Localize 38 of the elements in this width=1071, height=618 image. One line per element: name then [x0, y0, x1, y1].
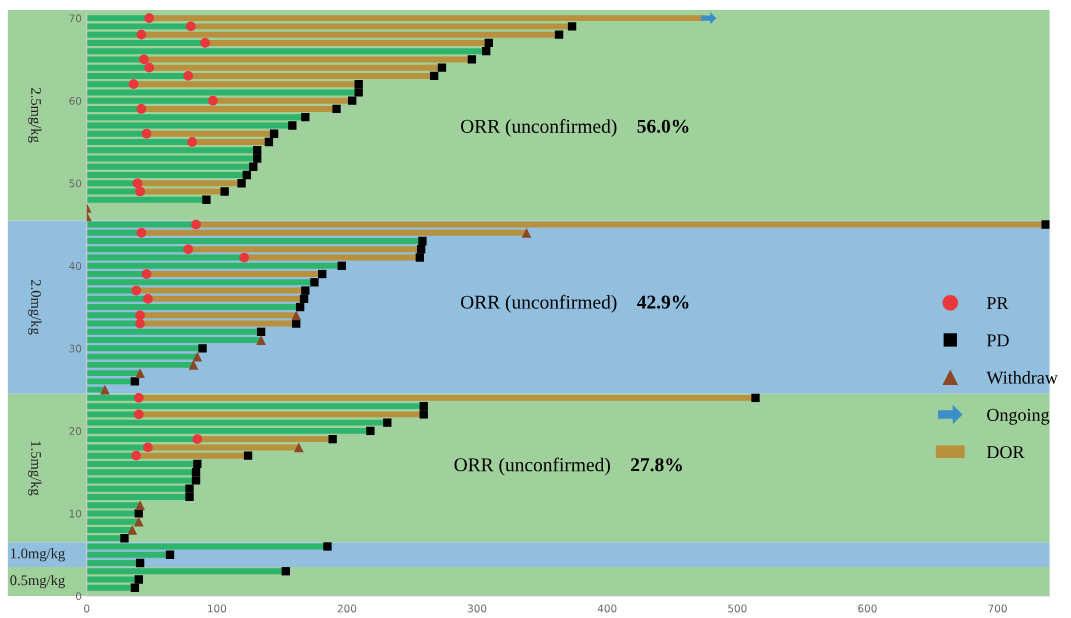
y-tick-label: 50	[69, 179, 82, 188]
band-label: 1.0mg/kg	[11, 548, 65, 562]
annotation: 56.0%	[637, 119, 689, 133]
legend-label: PR	[986, 297, 1009, 310]
bar	[86, 518, 139, 525]
bar	[86, 526, 133, 533]
legend-label: PD	[986, 334, 1009, 347]
bar	[86, 370, 141, 377]
bar	[86, 502, 141, 509]
band-label: 1.5mg/kg	[28, 441, 42, 496]
x-tick-label: 100	[208, 604, 227, 613]
y-tick-label: 10	[69, 509, 82, 518]
band-label: 2.0mg/kg	[28, 279, 42, 335]
y-tick-label: 60	[69, 96, 82, 105]
bar	[86, 337, 262, 344]
bar	[86, 361, 194, 368]
x-tick-label: 400	[597, 604, 617, 613]
annotation: ORR (unconfirmed)	[460, 119, 617, 137]
annotation: 42.9%	[637, 295, 689, 309]
annotation: ORR (unconfirmed)	[454, 457, 610, 476]
legend-label: Ongoing	[987, 408, 1050, 425]
annotation: 27.8%	[631, 458, 682, 472]
x-tick-label: 500	[728, 604, 747, 613]
x-tick-label: 600	[858, 604, 877, 613]
bar	[86, 353, 198, 360]
x-tick-label: 0	[84, 604, 90, 613]
y-tick-label: 40	[69, 262, 82, 270]
legend-label: DOR	[986, 446, 1025, 459]
band-label: 0.5mg/kg	[10, 574, 65, 589]
x-tick-label: 700	[988, 604, 1007, 613]
x-tick-label: 200	[337, 604, 357, 613]
y-tick-label: 70	[69, 14, 82, 23]
x-tick-label: 300	[467, 604, 487, 613]
band-label: 2.5mg/kg	[28, 88, 42, 143]
legend-label: Withdraw	[986, 370, 1058, 384]
annotation: ORR (unconfirmed)	[460, 294, 617, 313]
y-tick-label: 30	[69, 344, 82, 353]
y-tick-label: 20	[69, 427, 82, 435]
